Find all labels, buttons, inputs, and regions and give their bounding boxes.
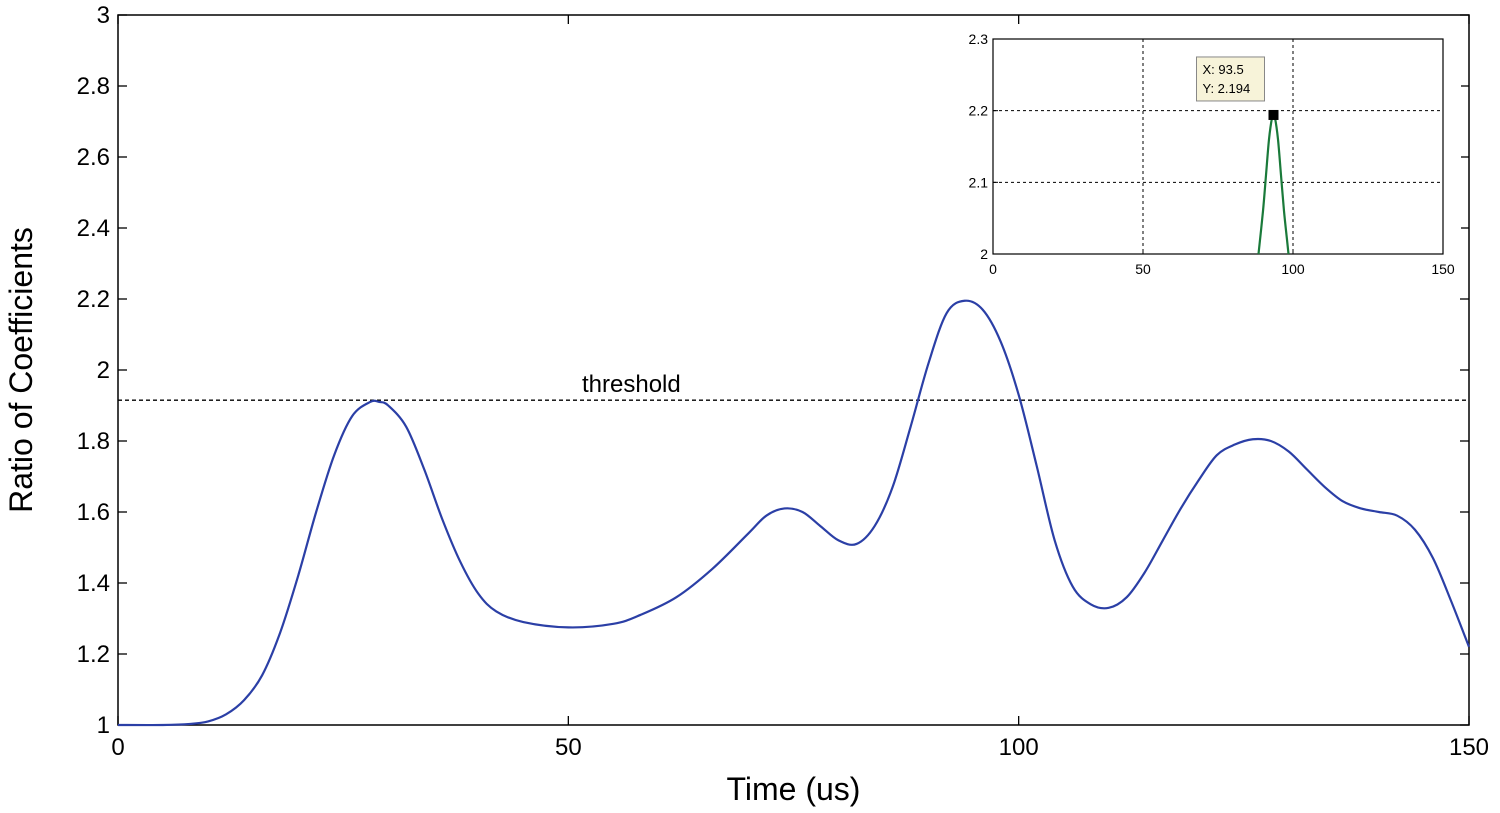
- y-tick-label: 1.8: [77, 428, 110, 455]
- y-tick-label: 2: [97, 357, 110, 384]
- main-ticks: [117, 14, 1470, 726]
- inset-plot-frame: [992, 38, 1444, 255]
- x-tick-label: 50: [555, 734, 582, 761]
- main-plot: 0 50 100 150 1 1.2 1.4 1.6 1.8 2 2.2 2.4 2.6 2.8 3 thr…: [3, 2, 1489, 807]
- y-axis-title: Ratio of Coefficients: [3, 227, 39, 513]
- inset-grid: [993, 39, 1443, 254]
- datatip: X: 93.5 Y: 2.194: [1196, 56, 1265, 102]
- y-tick-label: 3: [97, 2, 110, 29]
- inset-x-tick-label: 50: [1135, 261, 1151, 277]
- y-tick-label: 2.2: [77, 286, 110, 313]
- datatip-x-text: X: 93.5: [1203, 62, 1244, 77]
- inset-tick-labels: 0 50 100 150 2 2.1 2.2 2.3: [969, 31, 1455, 277]
- y-tick-label: 1.2: [77, 641, 110, 668]
- y-tick-label: 2.6: [77, 144, 110, 171]
- inset-y-tick-label: 2.2: [969, 103, 989, 119]
- main-tick-labels: 0 50 100 150 1 1.2 1.4 1.6 1.8 2 2.2 2.4 2.6 2.8 3: [77, 2, 1489, 761]
- inset-y-tick-label: 2.1: [969, 174, 989, 190]
- y-tick-label: 1: [97, 712, 110, 739]
- threshold-label: threshold: [582, 371, 681, 398]
- x-tick-label: 150: [1449, 734, 1489, 761]
- inset-plot: 0 50 100 150 2 2.1 2.2 2.3 X: 93.5 Y: 2.194: [953, 27, 1461, 282]
- y-tick-label: 1.6: [77, 499, 110, 526]
- ratio-series-line: [117, 299, 1471, 727]
- y-tick-label: 2.8: [77, 73, 110, 100]
- datatip-box: [1196, 56, 1265, 102]
- y-tick-label: 2.4: [77, 215, 110, 242]
- datatip-marker[interactable]: [1268, 109, 1279, 120]
- x-tick-label: 100: [999, 734, 1039, 761]
- datatip-y-text: Y: 2.194: [1203, 81, 1251, 96]
- inset-x-tick-label: 0: [989, 261, 997, 277]
- x-axis-title: Time (us): [727, 771, 861, 807]
- inset-ticks: [992, 38, 1444, 255]
- inset-x-tick-label: 150: [1431, 261, 1455, 277]
- inset-y-tick-label: 2: [980, 246, 988, 262]
- inset-x-tick-label: 100: [1281, 261, 1305, 277]
- y-tick-label: 1.4: [77, 570, 110, 597]
- x-tick-label: 0: [111, 734, 124, 761]
- inset-y-tick-label: 2.3: [969, 31, 989, 47]
